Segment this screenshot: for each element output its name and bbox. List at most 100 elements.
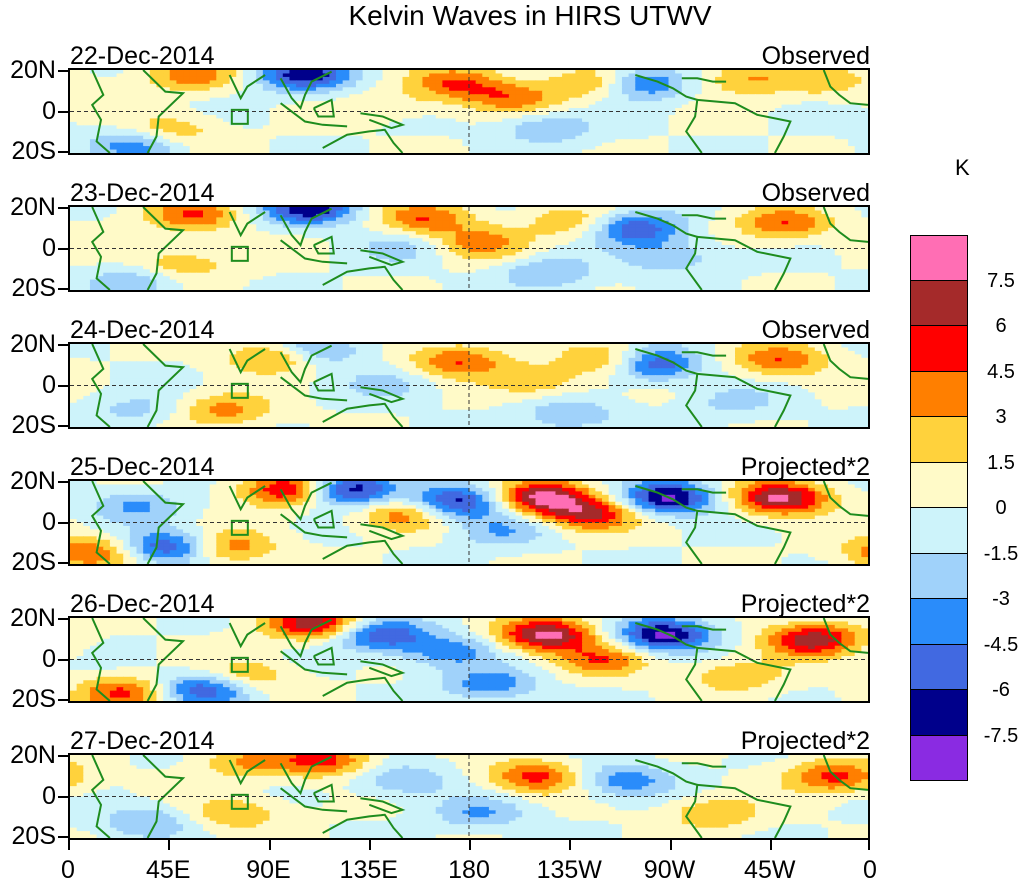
heatmap-cell (602, 224, 610, 229)
heatmap-cell (861, 139, 868, 144)
heatmap-cell (495, 220, 503, 225)
heatmap-cell (289, 210, 297, 215)
heatmap-cell (821, 80, 829, 85)
heatmap-cell (548, 213, 557, 218)
heatmap-cell (655, 213, 663, 218)
heatmap-cell (728, 104, 736, 109)
heatmap-cell (415, 251, 424, 257)
heatmap-cell (276, 224, 284, 229)
heatmap-cell (728, 139, 736, 144)
heatmap-cell (362, 90, 370, 95)
heatmap-cell (621, 121, 630, 126)
heatmap-cell (508, 132, 517, 137)
heatmap-cell (76, 146, 84, 151)
heatmap-cell (136, 149, 144, 153)
heatmap-cell (302, 125, 310, 130)
heatmap-cell (415, 262, 424, 267)
heatmap-cell (515, 128, 523, 133)
heatmap-cell (322, 111, 330, 116)
heatmap-cell (615, 248, 623, 253)
heatmap-cell (442, 217, 450, 222)
heatmap-cell (535, 217, 543, 222)
heatmap-cell (455, 255, 463, 260)
heatmap-cell (382, 220, 390, 225)
heatmap-cell (522, 118, 530, 123)
heatmap-cell (861, 111, 868, 116)
heatmap-cell (70, 265, 78, 270)
heatmap-cell (821, 125, 829, 130)
heatmap-cell (848, 83, 856, 88)
heatmap-cell (528, 114, 537, 120)
heatmap-cell (801, 139, 809, 144)
heatmap-cell (176, 224, 184, 229)
heatmap-cell (355, 73, 364, 78)
heatmap-cell (176, 146, 184, 151)
heatmap-cell (183, 125, 191, 130)
heatmap-cell (242, 139, 251, 144)
heatmap-cell (482, 220, 490, 225)
heatmap-cell (828, 238, 836, 243)
heatmap-cell (774, 248, 783, 253)
heatmap-cell (708, 135, 716, 140)
heatmap-cell (349, 207, 357, 212)
heatmap-cell (621, 101, 630, 106)
heatmap-cell (562, 101, 570, 106)
heatmap-cell (236, 90, 244, 95)
heatmap-cell (216, 108, 224, 113)
heatmap-cell (794, 114, 803, 120)
heatmap-cell (116, 70, 124, 75)
heatmap-cell (462, 101, 470, 106)
heatmap-cell (176, 139, 184, 144)
heatmap-cell (801, 248, 809, 253)
heatmap-cell (788, 101, 796, 106)
heatmap-cell (222, 97, 231, 102)
heatmap-cell (602, 245, 610, 250)
heatmap-cell (109, 255, 118, 260)
heatmap-cell (455, 245, 463, 250)
heatmap-cell (542, 108, 550, 113)
heatmap-cell (389, 108, 397, 113)
heatmap-cell (681, 87, 690, 92)
heatmap-cell (156, 146, 164, 151)
heatmap-cell (143, 90, 151, 95)
heatmap-cell (595, 104, 603, 109)
heatmap-cell (562, 135, 570, 140)
heatmap-cell (329, 97, 337, 102)
heatmap-cell (548, 94, 557, 99)
heatmap-cell (282, 114, 291, 120)
heatmap-cell (728, 125, 736, 130)
heatmap-cell (429, 213, 437, 218)
heatmap-cell (469, 104, 477, 109)
heatmap-cell (123, 70, 131, 75)
heatmap-cell (595, 73, 603, 78)
heatmap-cell (123, 111, 131, 116)
heatmap-cell (242, 104, 251, 109)
heatmap-cell (469, 227, 477, 232)
heatmap-cell (449, 104, 457, 109)
heatmap-cell (748, 128, 756, 133)
heatmap-cell (203, 207, 211, 212)
heatmap-cell (728, 149, 736, 153)
heatmap-cell (462, 118, 470, 123)
heatmap-cell (615, 104, 623, 109)
heatmap-cell (808, 146, 816, 151)
heatmap-cell (196, 97, 204, 102)
heatmap-cell (495, 83, 503, 88)
heatmap-cell (681, 258, 690, 263)
heatmap-cell (528, 118, 537, 123)
heatmap-cell (768, 90, 776, 95)
heatmap-cell (296, 224, 304, 229)
heatmap-cell (349, 217, 357, 222)
heatmap-cell (542, 258, 550, 263)
heatmap-cell (515, 241, 523, 246)
heatmap-cell (249, 255, 257, 260)
heatmap-cell (808, 132, 816, 137)
heatmap-cell (389, 251, 397, 257)
heatmap-cell (615, 139, 623, 144)
heatmap-cell (302, 104, 310, 109)
heatmap-cell (322, 213, 330, 218)
heatmap-cell (562, 94, 570, 99)
heatmap-cell (302, 245, 310, 250)
heatmap-cell (761, 220, 769, 225)
heatmap-cell (555, 125, 563, 130)
